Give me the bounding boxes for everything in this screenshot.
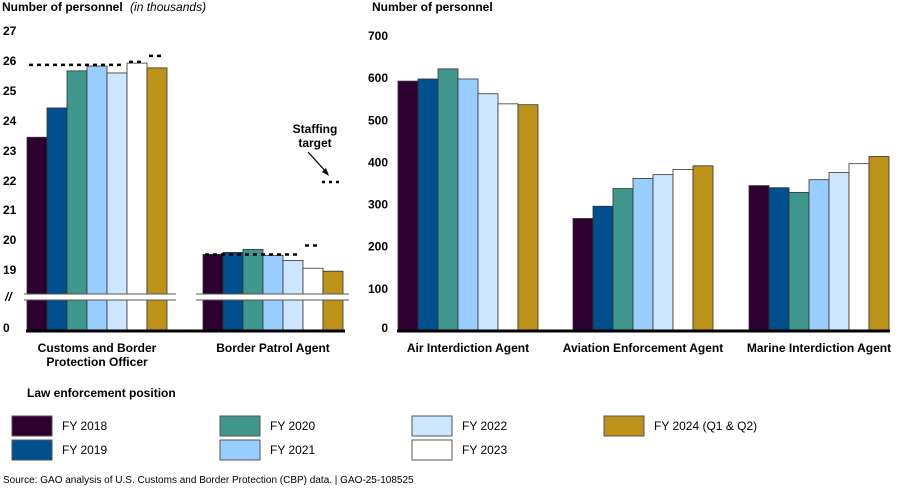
annotation-arrow-head: [322, 168, 329, 176]
bar: [397, 80, 419, 332]
left-y-tick: 26: [3, 54, 17, 68]
bar: [652, 174, 674, 332]
bar: [26, 136, 48, 331]
bar: [322, 270, 344, 331]
legend-label: FY 2021: [270, 443, 315, 457]
left-title-unit: (in thousands): [130, 0, 206, 14]
left-y-tick: 21: [3, 203, 17, 217]
bar: [768, 187, 790, 332]
right-y-tick: 200: [368, 240, 388, 254]
bar: [848, 163, 870, 332]
right-chart: 700 600 500 400 300 200 100 0 Air Interdiction A…: [368, 29, 891, 355]
right-y-tick: 0: [381, 321, 388, 335]
left-title-main: Number of personnel: [2, 0, 123, 14]
legend-swatch: [411, 439, 453, 461]
axis-break-gap: [24, 294, 176, 300]
bar: [828, 172, 850, 332]
bar: [457, 78, 479, 332]
legend-label: FY 2018: [62, 419, 107, 433]
bar: [66, 70, 88, 331]
legend: FY 2018 FY 2019 FY 2020 FY 2021 FY 2022 FY 20…: [11, 415, 757, 461]
legend-item: FY 2018: [11, 415, 107, 437]
left-y-tick: 27: [3, 24, 17, 38]
bar: [126, 62, 148, 331]
bar: [692, 165, 714, 332]
left-y-tick: 20: [3, 233, 17, 247]
legend-swatch: [11, 415, 53, 437]
left-y-tick: 25: [3, 84, 17, 98]
legend-label: FY 2022: [462, 419, 507, 433]
right-category-label: Aviation Enforcement Agent: [563, 341, 723, 355]
annotation-line-1: Staffing: [293, 122, 338, 136]
left-chart-title: Number of personnel (in thousands): [2, 0, 206, 14]
bar: [632, 178, 654, 332]
left-y-tick: 19: [3, 263, 17, 277]
legend-swatch: [411, 415, 453, 437]
legend-title: Law enforcement position: [27, 386, 176, 400]
legend-label: FY 2020: [270, 419, 315, 433]
bar: [417, 78, 439, 332]
bar: [672, 169, 694, 332]
bar: [592, 205, 614, 332]
legend-label: FY 2019: [62, 443, 107, 457]
right-y-tick: 300: [368, 198, 388, 212]
bar: [748, 185, 770, 332]
bar: [242, 248, 264, 331]
bar: [146, 67, 168, 331]
right-y-tick: 700: [368, 29, 388, 43]
right-y-tick: 500: [368, 113, 388, 127]
bar: [262, 254, 284, 331]
bar: [808, 179, 830, 332]
legend-swatch: [603, 415, 645, 437]
annotation-line-2: target: [298, 136, 331, 150]
right-y-tick: 600: [368, 71, 388, 85]
left-y-tick: 22: [3, 174, 17, 188]
legend-item: FY 2024 (Q1 & Q2): [603, 415, 757, 437]
legend-item: FY 2020: [219, 415, 315, 437]
legend-item: FY 2023: [411, 439, 507, 461]
source-note: Source: GAO analysis of U.S. Customs and…: [3, 475, 414, 486]
left-chart: 27 26 25 24 23 22 21 20 19 0 // Customs and BorderP…: [3, 24, 349, 369]
right-category-label: Air Interdiction Agent: [407, 341, 529, 355]
left-category-label: Customs and Border: [38, 341, 157, 355]
legend-item: FY 2022: [411, 415, 507, 437]
bar: [572, 218, 594, 332]
left-y-tick: 0: [3, 321, 10, 335]
legend-item: FY 2021: [219, 439, 315, 461]
bar: [497, 103, 519, 332]
left-y-tick: 23: [3, 144, 17, 158]
left-category-label: Border Patrol Agent: [216, 341, 330, 355]
staffing-target-annotation: Staffing target: [293, 122, 343, 184]
bar: [612, 188, 634, 332]
bar: [477, 93, 499, 332]
legend-label: FY 2024 (Q1 & Q2): [654, 419, 757, 433]
bar: [202, 254, 224, 331]
right-y-tick: 100: [368, 282, 388, 296]
legend-label: FY 2023: [462, 443, 507, 457]
bar: [222, 251, 244, 331]
bar: [86, 65, 108, 331]
bar: [437, 68, 459, 332]
bar: [106, 72, 128, 331]
left-category-label: Protection Officer: [46, 355, 148, 369]
legend-swatch: [219, 415, 261, 437]
left-axis-break-label: //: [4, 290, 13, 304]
legend-item: FY 2019: [11, 439, 107, 461]
bar: [868, 156, 890, 332]
right-chart-title: Number of personnel: [372, 0, 493, 14]
right-category-label: Marine Interdiction Agent: [747, 341, 891, 355]
bar: [788, 191, 810, 332]
bar: [517, 104, 539, 332]
axis-break-gap: [196, 294, 349, 300]
right-y-tick: 400: [368, 155, 388, 169]
legend-swatch: [219, 439, 261, 461]
left-y-tick: 24: [3, 114, 17, 128]
legend-swatch: [11, 439, 53, 461]
